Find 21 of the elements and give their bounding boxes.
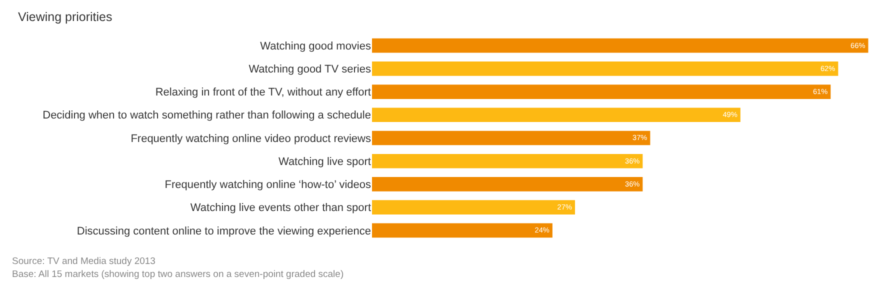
- y-tick-label: Watching good movies: [260, 40, 372, 52]
- y-tick-label: Watching live sport: [278, 156, 371, 168]
- y-tick-label: Frequently watching online ‘how-to’ videos: [164, 179, 372, 192]
- bar: [372, 177, 643, 192]
- bar: [372, 223, 552, 238]
- bar: [372, 154, 643, 168]
- y-tick-label: Discussing content online to improve the viewing experience: [76, 225, 371, 238]
- bar: [372, 200, 576, 214]
- y-tick-label: Frequently watching online video product reviews: [130, 132, 372, 145]
- y-tick-label: Relaxing in front of the TV, without any effort: [155, 86, 371, 99]
- bar: [372, 84, 831, 99]
- bar: [372, 130, 650, 146]
- y-tick-label: Deciding when to watch something rather than following a schedule: [42, 110, 371, 122]
- text: Base: All 15 markets (showing top two answers on a seven-point graded scale): [12, 269, 344, 280]
- text: Viewing priorities: [18, 10, 112, 24]
- bar: [372, 108, 740, 122]
- y-tick-label: Watching good TV series: [248, 64, 372, 76]
- bar: [372, 38, 868, 53]
- source-note: Source: TV and Media study 2013: [12, 256, 156, 267]
- y-tick-label: Watching live events other than sport: [190, 202, 371, 214]
- bar: [372, 62, 838, 76]
